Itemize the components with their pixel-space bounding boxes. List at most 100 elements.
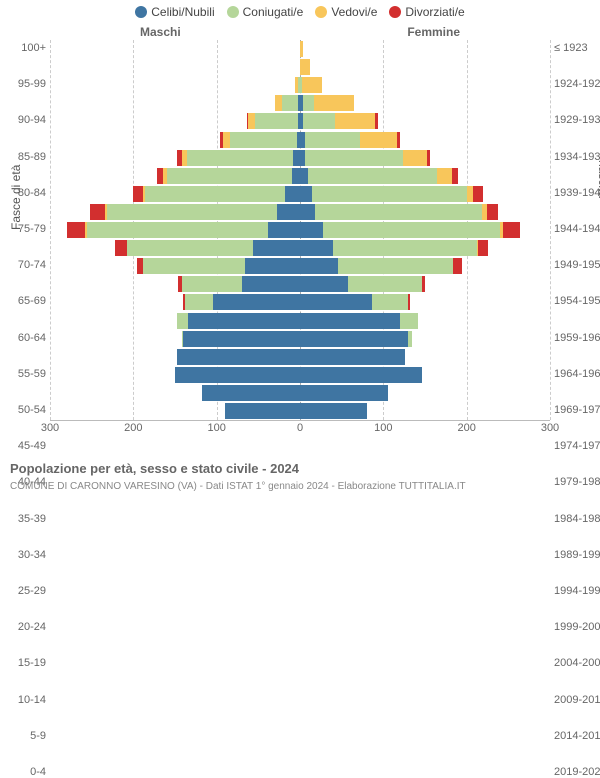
bar-female (300, 222, 520, 238)
bar-female (300, 258, 462, 274)
bar-segment (478, 240, 488, 256)
label-females: Femmine (407, 25, 460, 39)
birth-year-label: 1929-1933 (554, 114, 600, 126)
bar-segment (300, 204, 315, 220)
bar-segment (300, 59, 310, 75)
bar-segment (308, 168, 436, 184)
bar-segment (157, 168, 164, 184)
bar-female (300, 95, 354, 111)
bar-segment (242, 276, 300, 292)
birth-year-label: 2009-2013 (554, 694, 600, 706)
bar-male (247, 113, 300, 129)
birth-year-label: 2014-2018 (554, 730, 600, 742)
x-tick-label: 100 (207, 422, 225, 434)
bar-segment (145, 186, 285, 202)
age-row: 55-591964-1968 (50, 203, 550, 221)
legend-swatch (135, 6, 147, 18)
bar-segment (282, 95, 299, 111)
age-row: 25-291994-1998 (50, 312, 550, 330)
bar-segment (473, 186, 483, 202)
bar-segment (338, 258, 453, 274)
birth-year-label: 1999-2003 (554, 621, 600, 633)
bar-female (300, 186, 483, 202)
bar-segment (292, 168, 300, 184)
bar-segment (300, 313, 400, 329)
age-row: 85-891934-1938 (50, 94, 550, 112)
bar-female (300, 59, 310, 75)
bar-segment (335, 113, 375, 129)
age-row: 30-341989-1993 (50, 293, 550, 311)
bar-male (175, 367, 300, 383)
x-tick-label: 200 (124, 422, 142, 434)
legend-label: Vedovi/e (331, 5, 377, 19)
gridline (550, 40, 551, 420)
age-label: 55-59 (2, 368, 46, 380)
x-tick-label: 200 (457, 422, 475, 434)
bar-male (115, 240, 300, 256)
bar-female (300, 113, 378, 129)
bar-segment (223, 132, 230, 148)
bar-segment (305, 150, 403, 166)
bar-segment (248, 113, 255, 129)
bar-segment (467, 186, 474, 202)
age-label: 15-19 (2, 657, 46, 669)
bar-segment (133, 186, 143, 202)
bar-segment (177, 313, 189, 329)
age-row: 20-241999-2003 (50, 330, 550, 348)
bar-segment (375, 113, 378, 129)
birth-year-label: 1984-1988 (554, 513, 600, 525)
age-row: 70-741949-1953 (50, 149, 550, 167)
age-label: 25-29 (2, 585, 46, 597)
age-label: 70-74 (2, 259, 46, 271)
bar-segment (300, 240, 333, 256)
legend-swatch (227, 6, 239, 18)
age-row: 15-192004-2008 (50, 348, 550, 366)
bar-segment (300, 258, 338, 274)
label-males: Maschi (140, 25, 181, 39)
bar-male (133, 186, 300, 202)
age-label: 20-24 (2, 621, 46, 633)
bar-segment (90, 204, 105, 220)
bar-segment (255, 113, 298, 129)
bar-segment (177, 349, 300, 365)
bar-male (177, 150, 300, 166)
bar-female (300, 240, 488, 256)
bar-male (157, 168, 300, 184)
bar-segment (437, 168, 452, 184)
age-label: 80-84 (2, 187, 46, 199)
bar-segment (285, 186, 300, 202)
bar-segment (300, 331, 408, 347)
age-label: 45-49 (2, 440, 46, 452)
bar-segment (323, 222, 500, 238)
bar-segment (275, 95, 282, 111)
bar-female (300, 204, 498, 220)
bar-segment (225, 403, 300, 419)
bar-segment (300, 41, 303, 57)
bar-segment (213, 294, 300, 310)
bar-segment (314, 95, 354, 111)
age-row: 80-841939-1943 (50, 112, 550, 130)
bar-male (275, 95, 300, 111)
bar-segment (137, 258, 144, 274)
bar-female (300, 349, 405, 365)
bar-segment (408, 294, 410, 310)
bar-segment (107, 204, 277, 220)
age-label: 95-99 (2, 78, 46, 90)
bar-male (67, 222, 300, 238)
bar-segment (397, 132, 400, 148)
age-label: 10-14 (2, 694, 46, 706)
bar-segment (245, 258, 300, 274)
birth-year-label: 1924-1928 (554, 78, 600, 90)
bar-segment (403, 150, 426, 166)
bar-female (300, 77, 322, 93)
bar-segment (305, 132, 360, 148)
bar-segment (175, 367, 300, 383)
birth-year-label: 1994-1998 (554, 585, 600, 597)
bar-segment (360, 132, 397, 148)
bar-female (300, 132, 400, 148)
age-label: 0-4 (2, 766, 46, 778)
age-row: 10-142009-2013 (50, 366, 550, 384)
bar-segment (422, 276, 425, 292)
age-row: 90-941929-1933 (50, 76, 550, 94)
age-row: 100+≤ 1923 (50, 40, 550, 58)
